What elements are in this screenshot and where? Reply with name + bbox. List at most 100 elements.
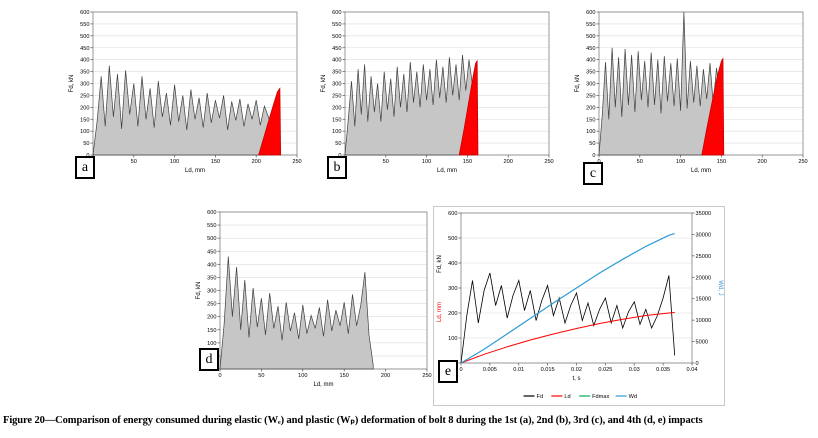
svg-text:600: 600 [586,10,595,16]
chart-e-plot: 0 100 200 300 400 500 600 0 5000 10000 15000 20000 2… [437,211,723,400]
svg-text:600: 600 [80,10,89,16]
svg-text:100: 100 [586,129,595,135]
svg-text:100: 100 [170,159,179,165]
svg-text:250: 250 [80,93,89,99]
svg-text:200: 200 [758,159,767,165]
svg-text:30000: 30000 [696,232,712,238]
svg-text:0: 0 [459,367,462,373]
chart-d-plot: 0501001502002503003504004505005506000501… [196,210,432,388]
figure-caption: Figure 20—Comparison of energy consumed … [3,415,703,426]
panel-letter-e: e [438,360,458,383]
svg-text:200: 200 [381,373,390,379]
svg-text:0: 0 [696,361,699,367]
svg-text:Wd, J: Wd, J [717,280,723,295]
svg-text:Fd, kN: Fd, kN [196,282,202,300]
panel-letter-d: d [199,348,219,371]
svg-text:500: 500 [332,34,341,40]
svg-text:350: 350 [207,275,216,281]
svg-text:Fd, kN: Fd, kN [437,255,443,273]
svg-text:150: 150 [340,373,349,379]
chart-panel-e: 0 100 200 300 400 500 600 0 5000 10000 15000 20000 2… [433,206,725,406]
svg-text:5000: 5000 [696,340,708,346]
svg-text:150: 150 [207,328,216,334]
svg-text:Ld: Ld [564,394,570,400]
svg-text:250: 250 [798,159,807,165]
svg-text:450: 450 [586,46,595,52]
svg-text:550: 550 [586,22,595,28]
svg-text:350: 350 [586,70,595,76]
svg-text:550: 550 [207,223,216,229]
svg-text:0.035: 0.035 [656,367,670,373]
panel-letter-c: c [583,162,603,185]
svg-text:600: 600 [332,10,341,16]
svg-text:150: 150 [211,159,220,165]
svg-text:250: 250 [332,93,341,99]
svg-text:200: 200 [504,159,513,165]
svg-text:0.015: 0.015 [541,367,555,373]
svg-text:50: 50 [131,159,137,165]
svg-text:Ld, mm: Ld, mm [185,168,205,174]
svg-text:0: 0 [592,153,595,159]
svg-text:250: 250 [586,93,595,99]
svg-text:300: 300 [586,82,595,88]
svg-text:550: 550 [332,22,341,28]
svg-text:0.02: 0.02 [571,367,582,373]
svg-text:0.04: 0.04 [687,367,698,373]
svg-text:Ld, mm: Ld, mm [437,168,457,174]
svg-text:400: 400 [207,262,216,268]
chart-panel-d: 0501001502002503003504004505005506000501… [193,206,436,396]
svg-text:200: 200 [252,159,261,165]
svg-text:Ld, mm: Ld, mm [437,302,443,322]
chart-a-plot: 0501001502002503003504004505005506000501… [69,10,302,174]
svg-text:400: 400 [586,58,595,64]
svg-text:35000: 35000 [696,211,712,217]
svg-text:300: 300 [448,286,457,292]
svg-text:Fd, kN: Fd, kN [69,75,75,93]
svg-text:200: 200 [80,105,89,111]
svg-text:Fd, kN: Fd, kN [321,75,327,93]
svg-text:50: 50 [335,141,341,147]
svg-text:150: 150 [586,117,595,123]
svg-text:100: 100 [207,341,216,347]
svg-text:550: 550 [80,22,89,28]
svg-text:200: 200 [586,105,595,111]
svg-text:15000: 15000 [696,297,712,303]
svg-text:Wd: Wd [629,394,637,400]
svg-text:25000: 25000 [696,254,712,260]
svg-text:450: 450 [332,46,341,52]
svg-text:100: 100 [80,129,89,135]
svg-text:100: 100 [298,373,307,379]
svg-text:0.025: 0.025 [598,367,612,373]
svg-text:350: 350 [332,70,341,76]
svg-text:100: 100 [422,159,431,165]
svg-text:0.01: 0.01 [513,367,524,373]
svg-text:250: 250 [207,302,216,308]
svg-text:400: 400 [448,261,457,267]
chart-panel-c: 0501001502002503003504004505005506000501… [572,6,812,185]
svg-text:200: 200 [332,105,341,111]
svg-text:50: 50 [637,159,643,165]
svg-text:250: 250 [544,159,553,165]
svg-text:400: 400 [332,58,341,64]
svg-text:450: 450 [207,249,216,255]
svg-text:150: 150 [80,117,89,123]
svg-text:t, s: t, s [572,376,580,382]
chart-panel-a: 0501001502002503003504004505005506000501… [66,6,306,182]
svg-text:250: 250 [422,373,431,379]
svg-text:250: 250 [292,159,301,165]
svg-text:500: 500 [586,34,595,40]
svg-text:300: 300 [207,289,216,295]
svg-text:150: 150 [717,159,726,165]
svg-text:500: 500 [80,34,89,40]
svg-text:150: 150 [332,117,341,123]
svg-text:0: 0 [218,373,221,379]
svg-text:300: 300 [332,82,341,88]
svg-text:100: 100 [448,336,457,342]
svg-text:100: 100 [332,129,341,135]
svg-text:50: 50 [589,141,595,147]
svg-text:450: 450 [80,46,89,52]
chart-c-plot: 0501001502002503003504004505005506000501… [575,10,808,174]
chart-b-plot: 0501001502002503003504004505005506000501… [321,10,554,174]
svg-text:Fd: Fd [537,394,544,400]
svg-text:Ld, mm: Ld, mm [313,382,333,388]
